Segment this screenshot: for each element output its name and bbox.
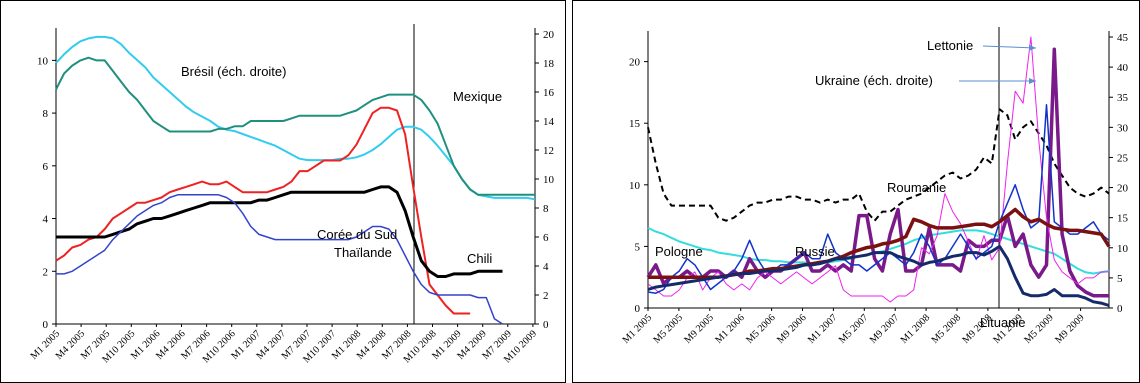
annotation-pologne: Pologne	[655, 244, 703, 259]
annotation-bresil: Brésil (éch. droite)	[181, 64, 286, 79]
right-xtick-label: M1 2007	[806, 312, 840, 346]
right-xtick-label: M1 2006	[713, 312, 747, 346]
left-y2tick-label: 10	[543, 174, 555, 186]
annotation-ukraine: Ukraine (éch. droite)	[815, 73, 933, 88]
right-xtick-label: M9 2005	[682, 312, 716, 346]
right-y2tick-label: 15	[1117, 213, 1129, 225]
right-series-ukraine-ch-droite	[647, 36, 1109, 303]
left-series-cor-e-du-sud	[56, 185, 503, 278]
left-series-mexique	[55, 56, 535, 196]
right-y2tick-label: 10	[1117, 243, 1129, 255]
annotation-thailande: Thaïlande	[334, 245, 392, 260]
right-y2tick-label: 45	[1117, 32, 1129, 44]
annotation-lettonie: Lettonie	[927, 38, 973, 53]
left-y2tick-label: 18	[543, 58, 555, 70]
left-ytick-label: 2	[43, 266, 49, 278]
right-y2tick-label: 40	[1117, 62, 1129, 74]
left-series-tha-lande	[56, 194, 503, 325]
right-series-roumanie	[647, 108, 1110, 222]
left-y2tick-label: 14	[543, 116, 555, 128]
annotation-lituanie: Lituanie	[980, 315, 1026, 330]
left-ytick-label: 10	[37, 55, 49, 67]
left-y2tick-label: 20	[543, 29, 555, 41]
right-xtick-label: M9 2006	[775, 312, 809, 346]
left-ytick-label: 6	[43, 161, 49, 173]
annotation-russie: Russie	[795, 244, 835, 259]
left-y2tick-label: 6	[543, 232, 549, 244]
right-ytick-label: 5	[635, 241, 641, 253]
right-xtick-label: M5 2006	[744, 312, 778, 346]
right-y2tick-label: 0	[1117, 303, 1123, 315]
lettonie-arrow	[982, 44, 1037, 51]
left-y2tick-label: 0	[543, 319, 549, 331]
chart-panel-left: 0 2 4 6 8 10 0 2 4 6 8 10 12 14 16 18 20 M1 2005 M4 2005 M7…	[0, 0, 566, 383]
left-ytick-label: 0	[43, 319, 49, 331]
right-xtick-label: M9 2009	[1053, 312, 1087, 346]
right-ytick-label: 10	[629, 180, 641, 192]
right-ytick-label: 20	[629, 57, 641, 69]
right-xtick-label: M1 2008	[899, 312, 933, 346]
right-xtick-label: M9 2007	[868, 312, 902, 346]
left-series-chili	[55, 106, 471, 315]
right-xtick-label: M1 2005	[621, 312, 655, 346]
right-xtick-label: M5 2005	[652, 312, 686, 346]
right-xtick-label: M5 2007	[837, 312, 871, 346]
left-y2tick-label: 4	[543, 261, 549, 273]
left-y2tick-label: 2	[543, 290, 549, 302]
right-y2tick-label: 35	[1117, 92, 1129, 104]
right-y2tick-label: 5	[1117, 273, 1123, 285]
left-y2tick-label: 8	[543, 203, 549, 215]
annotation-coree: Corée du Sud	[317, 227, 397, 242]
right-ytick-label: 0	[635, 303, 641, 315]
right-xtick-label: M5 2009	[1022, 312, 1056, 346]
chart-panel-right: 0 5 10 15 20 0 5 10 15 20 25 30 35 40 45 M1 2005 M5 2005…	[572, 0, 1140, 383]
left-y2tick-label: 12	[543, 145, 554, 157]
right-series-russie	[647, 104, 1110, 294]
left-ytick-label: 4	[43, 214, 49, 226]
left-ytick-label: 8	[43, 108, 49, 120]
right-xtick-label: M5 2008	[930, 312, 964, 346]
right-y2tick-label: 30	[1117, 122, 1129, 134]
left-y2tick-label: 16	[543, 87, 555, 99]
annotation-mexique: Mexique	[453, 89, 502, 104]
right-y2tick-label: 25	[1117, 152, 1129, 164]
right-ytick-label: 15	[629, 118, 641, 130]
annotation-roumanie: Roumanie	[887, 180, 946, 195]
right-y2tick-label: 20	[1117, 183, 1129, 195]
annotation-chili: Chili	[467, 251, 492, 266]
right-series-lituanie	[647, 244, 1110, 307]
